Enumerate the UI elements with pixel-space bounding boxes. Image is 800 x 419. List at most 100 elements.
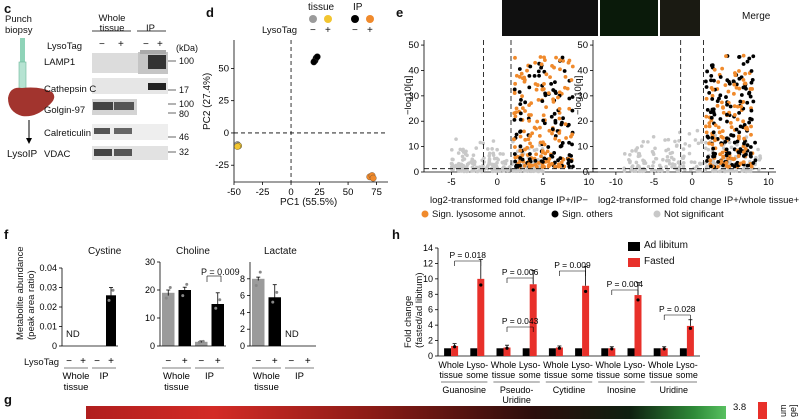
- point-not-significant: [454, 137, 458, 141]
- point-not-significant: [727, 140, 732, 145]
- point-other: [552, 160, 557, 165]
- point-lysosome: [536, 97, 541, 102]
- x-tick-label: 0: [689, 177, 694, 188]
- point-lysosome: [704, 130, 709, 135]
- lysotag-sign: −: [94, 356, 100, 367]
- point-not-significant: [649, 169, 654, 173]
- point-lysosome: [732, 156, 737, 161]
- data-point: [218, 298, 222, 302]
- bar-ad-libitum: [575, 348, 583, 356]
- point-lysosome: [738, 161, 743, 166]
- point-lysosome: [527, 165, 532, 169]
- group-label: Uridine: [502, 395, 531, 405]
- data-point: [688, 326, 693, 330]
- point-other: [551, 88, 556, 92]
- data-point: [636, 298, 640, 302]
- x-tick-label: -5: [447, 177, 455, 188]
- group-label-ip: IP: [295, 371, 304, 382]
- point-lysosome: [513, 55, 517, 60]
- point-not-significant: [501, 152, 505, 156]
- microscopy-merge-zoom: [660, 0, 700, 36]
- point-other: [731, 79, 736, 84]
- data-point: [214, 306, 218, 310]
- point-lysosome: [726, 165, 731, 169]
- point-other: [705, 107, 710, 112]
- point-not-significant: [666, 137, 671, 142]
- point-not-significant: [514, 169, 518, 174]
- point-not-significant: [678, 162, 683, 167]
- point-not-significant: [723, 169, 728, 174]
- point-other: [723, 139, 728, 144]
- point-lysosome: [526, 137, 531, 142]
- point-lysosome: [707, 124, 712, 129]
- point-not-significant: [675, 143, 679, 148]
- point-other: [558, 144, 563, 149]
- legend-marker: [551, 210, 559, 218]
- point-not-significant: [522, 169, 527, 173]
- point-lysosome: [538, 140, 543, 145]
- point-lysosome: [543, 151, 548, 156]
- point-not-significant: [477, 165, 482, 169]
- data-point: [505, 346, 509, 350]
- point-lysosome: [523, 109, 527, 113]
- point-other: [724, 95, 728, 99]
- bar: [268, 297, 281, 346]
- point-not-significant: [646, 164, 651, 169]
- lysotag-sign: −: [288, 356, 294, 367]
- y-tick-label: 30: [145, 257, 155, 267]
- x-tick-label: 25: [314, 187, 325, 198]
- point-lysosome: [570, 132, 575, 137]
- point-not-significant: [638, 169, 642, 174]
- point-other: [512, 117, 517, 122]
- point-lysosome: [520, 94, 524, 99]
- point-other: [566, 161, 571, 166]
- point-lysosome: [530, 144, 534, 149]
- data-point: [258, 270, 262, 274]
- point-not-significant: [681, 161, 686, 165]
- point-not-significant: [485, 147, 490, 151]
- pca-xlabel: PC1 (55.5%): [280, 197, 338, 208]
- y-tick-label: 0: [428, 351, 433, 361]
- point-lysosome: [514, 73, 519, 78]
- point-other: [540, 99, 545, 104]
- y-tick-label: 10: [145, 313, 155, 323]
- y-tick-label: 0: [52, 341, 57, 351]
- point-other: [518, 111, 523, 116]
- kda-marker: 100: [179, 99, 195, 109]
- bar-ad-libitum: [522, 348, 530, 356]
- point-lysosome: [567, 106, 572, 111]
- minus-sign: −: [143, 39, 149, 50]
- lysotag-sign: −: [66, 356, 72, 367]
- point-lysosome: [536, 161, 541, 165]
- point-lysosome: [525, 145, 530, 150]
- point-other: [711, 130, 716, 135]
- point-other: [553, 118, 558, 123]
- point-lysosome: [535, 119, 540, 124]
- data-point: [164, 296, 168, 300]
- point-not-significant: [756, 147, 760, 152]
- point-lysosome: [558, 58, 562, 63]
- panel-h-letter: h: [392, 227, 400, 242]
- point-other: [552, 151, 557, 155]
- point-not-significant: [502, 159, 507, 164]
- bar-fasted: [451, 345, 459, 356]
- point-lysosome: [520, 106, 525, 111]
- point-other: [517, 90, 522, 94]
- point-lysosome: [543, 159, 548, 164]
- point-other: [721, 163, 725, 168]
- point-other: [570, 95, 575, 99]
- point-lysosome: [563, 122, 568, 127]
- p-value-label: P = 0.028: [659, 304, 696, 314]
- biopsy-punch-icon: [20, 38, 25, 64]
- point-not-significant: [651, 164, 655, 168]
- point-lysosome: [527, 103, 532, 108]
- point-lysosome: [741, 53, 746, 58]
- point-lysosome: [544, 105, 549, 110]
- point-other: [561, 116, 565, 121]
- point-other: [549, 81, 554, 86]
- point-lysosome: [527, 113, 531, 117]
- bar-fasted: [529, 284, 537, 356]
- point-lysosome: [520, 153, 525, 158]
- y-tick-label: 4: [240, 307, 245, 317]
- point-not-significant: [757, 158, 762, 162]
